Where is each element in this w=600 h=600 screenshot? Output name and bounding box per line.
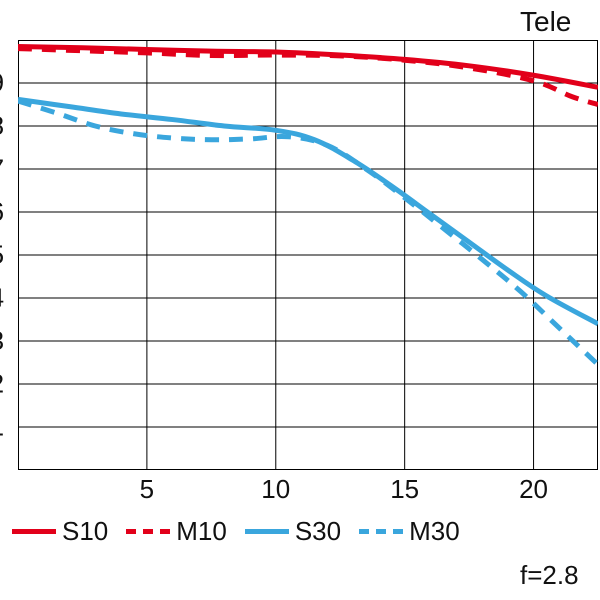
legend-item-s30: S30 — [245, 516, 341, 547]
legend: S10 M10 S30 M30 — [12, 516, 460, 547]
legend-label: S10 — [62, 516, 108, 547]
legend-label: S30 — [295, 516, 341, 547]
legend-swatch — [12, 529, 56, 534]
y-tick-label: 0.4 — [0, 283, 14, 314]
y-tick-label: 0.9 — [0, 68, 14, 99]
legend-item-m30: M30 — [359, 516, 460, 547]
legend-label: M10 — [176, 516, 227, 547]
y-tick-label: 0.5 — [0, 240, 14, 271]
legend-label: M30 — [409, 516, 460, 547]
chart-title: Tele — [520, 6, 571, 38]
y-tick-label: 1 — [0, 25, 14, 56]
legend-item-m10: M10 — [126, 516, 227, 547]
x-tick-label: 5 — [140, 474, 154, 505]
legend-swatch — [245, 529, 289, 534]
y-tick-label: 0.1 — [0, 412, 14, 443]
y-tick-label: 0.3 — [0, 326, 14, 357]
y-tick-label: 0.7 — [0, 154, 14, 185]
legend-swatch — [359, 529, 403, 534]
y-tick-label: 0 — [0, 455, 14, 486]
legend-item-s10: S10 — [12, 516, 108, 547]
mtf-chart: Tele 0 0.1 0.2 0.3 0.4 0.5 0.6 0.7 0.8 0.9 1 5 10 15… — [0, 0, 600, 600]
x-tick-label: 15 — [390, 474, 419, 505]
chart-subtitle: f=2.8 — [520, 560, 579, 591]
y-tick-label: 0.8 — [0, 111, 14, 142]
legend-swatch — [126, 529, 170, 534]
x-tick-label: 20 — [519, 474, 548, 505]
y-tick-label: 0.6 — [0, 197, 14, 228]
x-tick-label: 10 — [261, 474, 290, 505]
plot-area — [18, 40, 598, 470]
y-tick-label: 0.2 — [0, 369, 14, 400]
